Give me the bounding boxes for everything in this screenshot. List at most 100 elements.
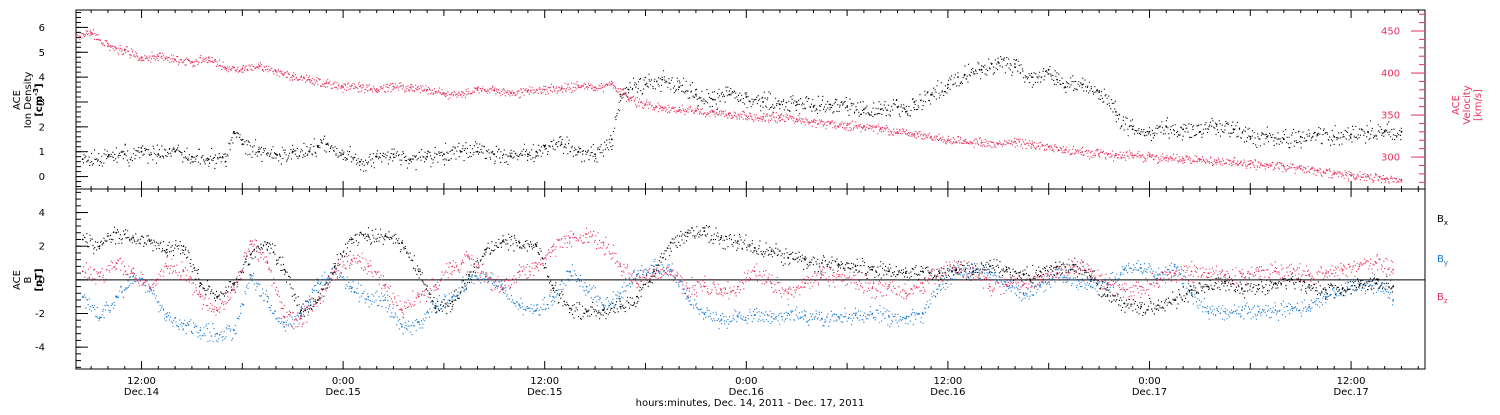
density-axis-label-unit-base: [cm (34, 96, 45, 117)
density-series-point (275, 153, 277, 156)
density-series-point (762, 101, 764, 103)
bz-series-point (686, 287, 689, 290)
x-tick-date-label: Dec.16 (930, 387, 965, 398)
density-series-point (1199, 130, 1201, 133)
velocity-series-point (711, 110, 714, 113)
bx-series-point (485, 248, 487, 251)
bx-series-point (1274, 282, 1277, 285)
velocity-series-point (359, 85, 361, 88)
bx-series-point (569, 307, 571, 310)
bx-series-point (821, 262, 823, 264)
density-series-point (846, 106, 848, 108)
bz-series-point (535, 265, 538, 268)
x-tick-time-label: 12:00 (933, 376, 962, 387)
density-series-point (1064, 86, 1067, 88)
velocity-series-point (258, 65, 260, 68)
density-series-point (728, 93, 731, 96)
bx-series-point (1039, 270, 1042, 273)
bz-series-point (1325, 272, 1327, 274)
velocity-series-point (342, 86, 344, 89)
density-series-point (1081, 83, 1084, 86)
bz-series-point (401, 309, 403, 311)
field-axis-label-line: B (23, 276, 34, 283)
velocity-series-point (157, 55, 160, 58)
density-series-point (476, 150, 479, 153)
velocity-series-point (594, 86, 596, 89)
bx-series-point (753, 247, 756, 249)
velocity-series-point (1283, 165, 1285, 168)
density-series-point (1283, 138, 1285, 141)
by-series-point (636, 273, 638, 276)
by-series-point (1140, 267, 1142, 269)
bz-series-point (165, 265, 168, 268)
data-layer (75, 29, 1403, 343)
velocity-axis-tick-label: 300 (1381, 153, 1400, 164)
velocity-series-point (1115, 154, 1117, 157)
bx-series-point (535, 245, 538, 248)
velocity-series-point (846, 124, 848, 126)
density-series-point (905, 111, 907, 113)
bx-series-point (317, 299, 319, 301)
x-tick-time-label: 0:00 (332, 376, 354, 387)
velocity-series-point (560, 87, 563, 90)
by-series-point (787, 312, 790, 315)
bz-series-point (216, 309, 219, 311)
velocity-series-point (1383, 178, 1386, 180)
bx-series-point (199, 282, 202, 285)
velocity-series-point (879, 127, 882, 130)
bx-series-point (955, 268, 958, 271)
bz-series-point (249, 240, 252, 243)
bx-series-point (703, 230, 706, 233)
bx-series-point (501, 240, 504, 243)
bz-series-point (468, 257, 470, 259)
bx-series-point (1341, 287, 1344, 290)
bz-series-point (703, 285, 706, 288)
density-series-point (930, 93, 932, 96)
bz-series-point (871, 287, 874, 290)
bx-series-point (585, 310, 588, 313)
field-axis-label: ACEB [nT] (12, 268, 45, 291)
by-series-point (1173, 263, 1176, 266)
bx-series-point (1073, 263, 1075, 266)
bx-series-point (417, 270, 420, 273)
density-axis-tick-label: 0 (39, 172, 45, 183)
field-axis-tick-label: 4 (39, 208, 45, 219)
by-series-point (871, 312, 874, 315)
x-tick-time-label: 12:00 (530, 376, 559, 387)
by-series-point (837, 316, 840, 318)
velocity-series-point (443, 92, 445, 95)
density-axis-tick-label: 3 (39, 97, 45, 108)
density-series-point (1299, 135, 1302, 138)
bx-series-point (737, 240, 739, 243)
field-axis-tick-label: -4 (35, 343, 45, 354)
density-series-point (695, 93, 697, 96)
velocity-series-point (510, 92, 512, 95)
bz-series-point (199, 295, 202, 298)
velocity-axis-tick-label: 400 (1381, 69, 1400, 80)
bz-series-point (585, 233, 588, 236)
density-axis-tick-label: 2 (39, 122, 45, 133)
x-tick-date-label: Dec.17 (1132, 387, 1167, 398)
by-series-point (1392, 299, 1394, 301)
velocity-series-point (1400, 178, 1403, 181)
density-series-point (1400, 130, 1403, 133)
labels-layer: 12:00Dec.140:00Dec.1512:00Dec.150:00Dec.… (12, 23, 1484, 398)
bz-series-point (1140, 285, 1142, 288)
legend-bx-base: B (1437, 214, 1444, 225)
by-series-point (384, 299, 386, 301)
bx-series-point (350, 238, 353, 241)
by-series-point (216, 332, 219, 335)
by-series-point (938, 284, 941, 286)
bz-series-point (1005, 284, 1008, 286)
velocity-series-point (493, 89, 496, 92)
bx-series-point (132, 236, 135, 239)
bz-series-point (283, 316, 286, 318)
density-series-point (375, 155, 378, 158)
velocity-series-point (75, 35, 77, 37)
density-series-point (1098, 91, 1100, 93)
density-series-point (325, 143, 328, 146)
bx-series-point (1257, 284, 1260, 286)
bz-series-point (384, 284, 386, 286)
